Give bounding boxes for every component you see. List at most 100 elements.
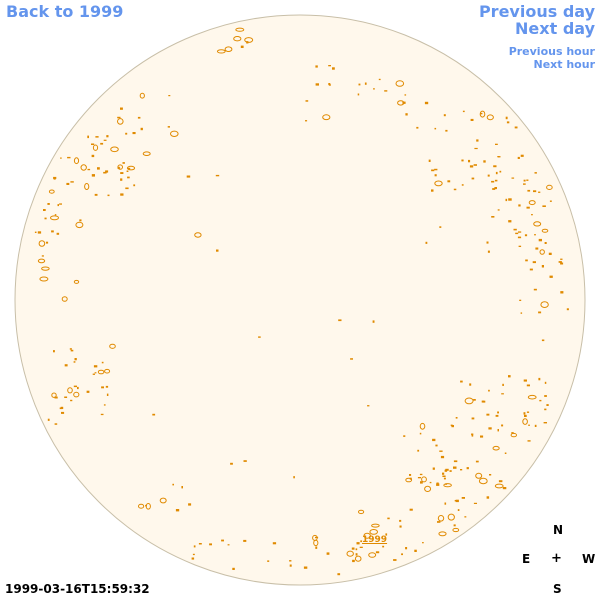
contour-speck	[526, 206, 530, 209]
contour-speck	[461, 184, 464, 186]
contour-speck	[97, 369, 105, 375]
next-hour-link[interactable]: Next hour	[533, 58, 596, 71]
solar-disk	[14, 14, 586, 586]
contour-speck	[53, 177, 56, 180]
contour-speck	[531, 214, 533, 216]
contour-speck	[289, 560, 292, 562]
contour-speck	[409, 508, 413, 511]
contour-speck	[332, 67, 335, 70]
contour-speck	[476, 139, 479, 142]
contour-speck	[478, 477, 488, 485]
contour-speck	[525, 259, 528, 262]
contour-speck	[443, 483, 452, 488]
contour-speck	[414, 549, 417, 552]
back-to-year-link[interactable]: Back to 1999	[6, 2, 124, 21]
contour-speck	[497, 156, 500, 158]
contour-speck	[462, 110, 465, 113]
contour-speck	[117, 116, 121, 119]
contour-speck	[511, 177, 515, 179]
compass-west: W	[582, 552, 596, 566]
contour-speck	[416, 126, 419, 129]
contour-speck	[541, 339, 545, 342]
previous-hour-link[interactable]: Previous hour	[508, 45, 595, 58]
contour-speck	[508, 375, 511, 378]
contour-speck	[34, 231, 37, 233]
contour-speck	[378, 78, 381, 81]
next-day-link[interactable]: Next day	[515, 19, 595, 38]
contour-speck	[109, 343, 116, 349]
contour-speck	[43, 209, 46, 211]
contour-speck	[447, 513, 455, 521]
contour-speck	[37, 231, 42, 234]
contour-speck	[453, 188, 457, 191]
contour-speck	[486, 413, 490, 416]
contour-speck	[450, 424, 453, 426]
contour-speck	[326, 552, 330, 555]
contour-speck	[91, 174, 95, 177]
contour-speck	[497, 209, 500, 211]
contour-speck	[526, 411, 530, 413]
contour-speck	[445, 468, 449, 471]
contour-speck	[399, 525, 402, 528]
contour-speck	[535, 247, 539, 250]
contour-speck	[533, 221, 542, 227]
contour-speck	[64, 396, 68, 398]
contour-speck	[79, 219, 82, 222]
contour-speck	[125, 132, 128, 135]
contour-speck	[215, 174, 220, 177]
contour-speck	[100, 142, 104, 145]
contour-speck	[526, 384, 530, 387]
year-marker-link[interactable]: 1999	[362, 535, 388, 545]
contour-speck	[73, 361, 76, 363]
contour-speck	[474, 147, 478, 150]
contour-speck	[75, 221, 84, 229]
contour-speck	[455, 417, 458, 419]
contour-speck	[60, 157, 62, 159]
contour-speck	[492, 188, 496, 190]
contour-speck	[534, 234, 536, 236]
contour-speck	[431, 169, 435, 172]
previous-day-link[interactable]: Previous day	[478, 2, 595, 21]
contour-speck	[244, 37, 254, 43]
contour-speck	[240, 45, 244, 48]
contour-speck	[543, 422, 547, 424]
compass-east: E	[522, 552, 531, 566]
contour-speck	[103, 404, 106, 406]
contour-speck	[322, 114, 331, 121]
contour-speck	[510, 432, 517, 438]
contour-speck	[393, 559, 397, 561]
contour-speck	[434, 180, 443, 187]
contour-speck	[61, 411, 65, 414]
contour-speck	[127, 176, 130, 179]
contour-speck	[419, 473, 423, 476]
contour-speck	[84, 183, 90, 190]
contour-speck	[523, 183, 526, 185]
contour-speck	[74, 358, 77, 361]
contour-speck	[470, 118, 474, 121]
contour-speck	[457, 509, 460, 511]
contour-speck	[54, 214, 57, 216]
contour-speck	[479, 110, 486, 118]
contour-speck	[175, 509, 180, 512]
contour-speck	[560, 258, 563, 260]
contour-speck	[473, 502, 477, 504]
contour-speck	[517, 156, 520, 159]
contour-speck	[328, 83, 331, 86]
contour-speck	[80, 164, 87, 171]
contour-speck	[337, 573, 341, 576]
contour-speck	[127, 167, 131, 170]
contour-speck	[399, 519, 402, 522]
contour-speck	[471, 433, 474, 436]
contour-speck	[405, 477, 413, 483]
contour-speck	[432, 438, 436, 442]
contour-speck	[497, 429, 499, 432]
contour-speck	[519, 299, 522, 301]
contour-speck	[538, 377, 541, 381]
contour-speck	[193, 545, 196, 548]
contour-speck	[501, 424, 504, 427]
contour-speck	[132, 132, 136, 135]
contour-speck	[528, 424, 530, 426]
contour-speck	[549, 200, 552, 202]
contour-speck	[473, 164, 477, 166]
